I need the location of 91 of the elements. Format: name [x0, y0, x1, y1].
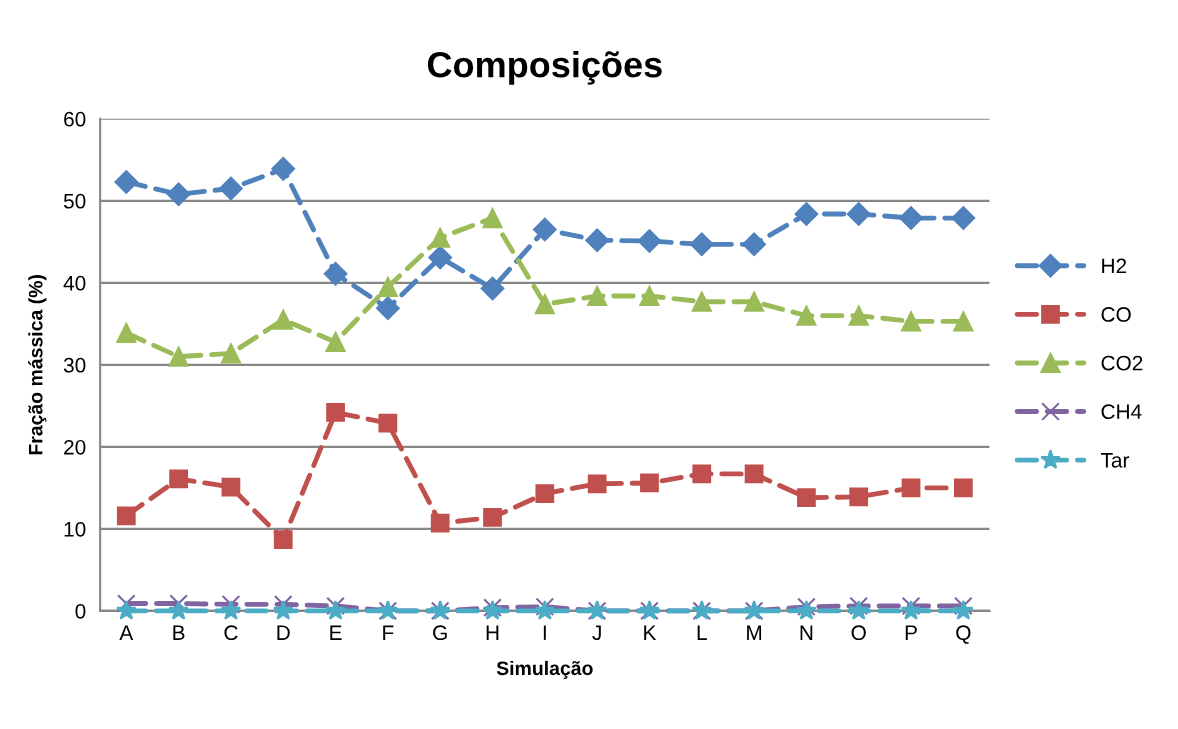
x-tick-label: A [119, 625, 134, 640]
point [901, 478, 921, 498]
x-tick-label: P [905, 625, 917, 640]
x-tick-label: M [747, 625, 762, 640]
point [430, 513, 450, 533]
point [376, 296, 400, 321]
point [323, 261, 348, 286]
point [378, 413, 398, 433]
point [116, 594, 136, 613]
point [953, 311, 974, 332]
x-tick-label: J [592, 625, 601, 641]
point [271, 157, 296, 181]
point [796, 305, 817, 326]
x-tick-label: H [486, 625, 499, 640]
x-tick-label: C [224, 625, 238, 641]
point [114, 170, 139, 194]
point [587, 474, 607, 494]
point [272, 600, 294, 620]
point [692, 464, 712, 484]
legend-label: CO [1101, 307, 1131, 322]
point [689, 232, 714, 257]
point [220, 343, 241, 364]
point [640, 473, 659, 493]
point [848, 305, 869, 326]
point [430, 227, 451, 248]
point [951, 206, 976, 230]
y-tick-label: 40 [63, 275, 86, 291]
point [849, 487, 869, 507]
x-tick-label: E [330, 625, 342, 640]
point [691, 291, 712, 312]
point [744, 464, 764, 484]
point [116, 322, 137, 343]
point [221, 477, 241, 497]
x-tick-label: D [277, 625, 290, 640]
point [953, 478, 973, 498]
y-tick-label: 60 [64, 111, 86, 127]
y-tick-label: 0 [75, 603, 86, 619]
point [326, 403, 345, 422]
point [325, 331, 346, 352]
legend-label: CH4 [1101, 404, 1142, 420]
point [587, 285, 608, 307]
y-tick-label: 20 [64, 439, 86, 455]
y-tick-label: 50 [63, 193, 86, 209]
point [169, 469, 188, 489]
x-tick-label: B [173, 625, 185, 640]
point [483, 508, 502, 527]
x-tick-label: Q [956, 625, 971, 644]
point [480, 276, 505, 301]
point [325, 600, 346, 620]
point [534, 294, 555, 315]
x-tick-label: N [800, 625, 813, 640]
y-axis-title: Fração mássica (%) [28, 275, 47, 455]
x-tick-label: O [851, 625, 866, 641]
x-tick-label: G [433, 625, 447, 641]
x-axis-title: Simulação [496, 660, 593, 679]
legend-label: CO2 [1101, 355, 1143, 371]
point [899, 206, 923, 230]
point [535, 484, 555, 503]
point [797, 488, 816, 508]
point [219, 176, 243, 201]
chart-title: Composições [427, 50, 662, 85]
point [273, 530, 293, 549]
point [168, 600, 189, 620]
point [532, 217, 557, 242]
point [116, 506, 136, 526]
point [116, 600, 137, 620]
x-tick-label: I [543, 625, 546, 640]
x-tick-label: L [697, 625, 707, 640]
point [900, 311, 922, 332]
point [166, 182, 191, 207]
x-tick-label: K [644, 625, 657, 640]
y-tick-label: 10 [64, 521, 86, 537]
legend-label: Tar [1100, 453, 1130, 468]
point [744, 291, 765, 312]
y-tick-label: 30 [63, 357, 86, 373]
point [637, 229, 662, 253]
point [377, 276, 398, 298]
x-tick-label: F [383, 625, 394, 640]
point [794, 202, 819, 226]
point [221, 594, 241, 614]
point [846, 202, 871, 226]
point [326, 596, 345, 616]
point [220, 600, 242, 620]
point [585, 228, 609, 253]
point [168, 346, 189, 367]
point [428, 245, 453, 270]
point [273, 309, 294, 330]
point [482, 207, 503, 229]
point [639, 285, 660, 307]
legend-label: H2 [1102, 258, 1127, 274]
point [742, 232, 766, 257]
